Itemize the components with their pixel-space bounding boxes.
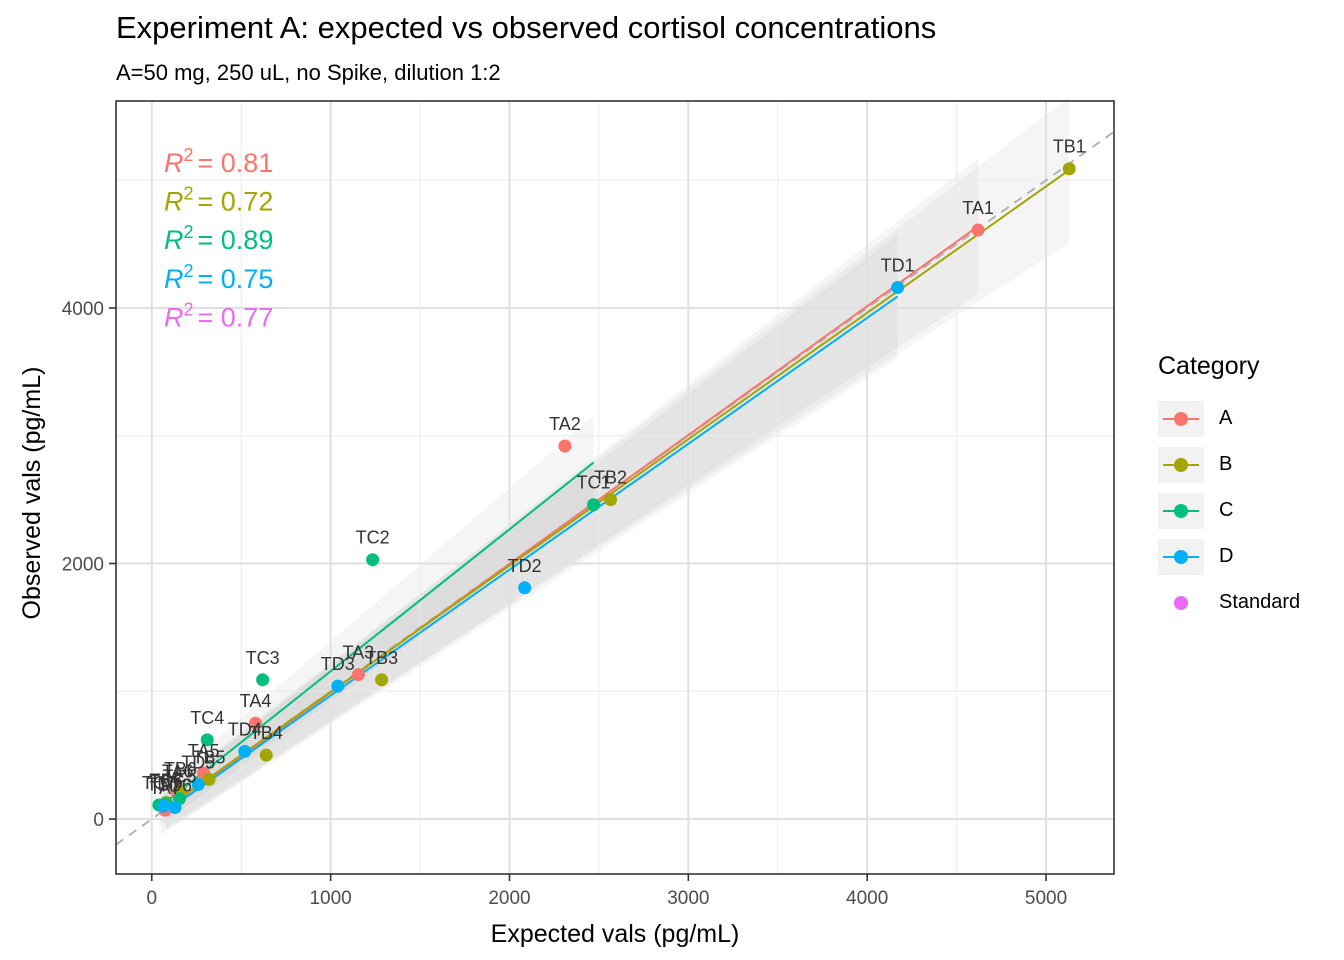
point-label-TC7: TC7 bbox=[142, 773, 176, 793]
point-label-TB3: TB3 bbox=[365, 648, 398, 668]
point-TD1 bbox=[891, 281, 905, 295]
x-tick-label: 5000 bbox=[1025, 888, 1067, 909]
panel-border bbox=[115, 100, 1115, 875]
y-tick-label: 2000 bbox=[62, 555, 104, 576]
point-label-TB4: TB4 bbox=[250, 723, 283, 743]
fit-line-C bbox=[158, 461, 595, 809]
point-TB2 bbox=[604, 493, 618, 507]
point-TA4 bbox=[249, 716, 263, 730]
legend-item-D: D bbox=[1158, 539, 1338, 575]
legend-label: D bbox=[1219, 545, 1234, 567]
point-TC1 bbox=[587, 498, 601, 512]
point-label-TA1: TA1 bbox=[962, 198, 994, 218]
point-TD3 bbox=[331, 679, 345, 693]
point-label-TD5: TD5 bbox=[181, 753, 215, 773]
point-TA3 bbox=[351, 668, 365, 682]
point-label-TA7: TA7 bbox=[149, 778, 181, 798]
legend-key-Standard bbox=[1158, 585, 1204, 621]
legend-key-B bbox=[1158, 447, 1204, 483]
r2-label-D: R2 = 0.75 bbox=[164, 261, 273, 294]
legend-label: Standard bbox=[1219, 591, 1301, 613]
point-label-TC1: TC1 bbox=[577, 473, 611, 493]
legend-item-A: A bbox=[1158, 401, 1338, 437]
point-label-TB5: TB5 bbox=[192, 747, 225, 767]
legend-key-C bbox=[1158, 493, 1204, 529]
x-tick-label: 0 bbox=[146, 888, 157, 909]
point-TA2 bbox=[558, 439, 572, 453]
point-TC3 bbox=[256, 673, 270, 687]
legend-item-Standard: Standard bbox=[1158, 585, 1338, 621]
x-tick-label: 1000 bbox=[309, 888, 351, 909]
fit-line-D bbox=[160, 295, 899, 817]
point-TD6 bbox=[168, 801, 182, 815]
legend-dot bbox=[1174, 458, 1188, 472]
point-label-TD2: TD2 bbox=[508, 556, 542, 576]
y-axis-label: Observed vals (pg/mL) bbox=[18, 367, 46, 620]
point-label-TD6: TD6 bbox=[158, 776, 192, 796]
point-TB1 bbox=[1062, 162, 1076, 176]
r2-label-A: R2 = 0.81 bbox=[164, 145, 273, 178]
point-label-TC3: TC3 bbox=[246, 648, 280, 668]
chart-subtitle: A=50 mg, 250 uL, no Spike, dilution 1:2 bbox=[116, 60, 501, 85]
x-axis-label: Expected vals (pg/mL) bbox=[491, 920, 740, 948]
point-label-TD1: TD1 bbox=[881, 256, 915, 276]
point-TD2 bbox=[518, 581, 532, 595]
point-label-TD7: TD7 bbox=[146, 774, 180, 794]
y-tick-label: 0 bbox=[93, 810, 104, 831]
point-label-TC5: TC5 bbox=[162, 767, 196, 787]
point-label-TB2: TB2 bbox=[594, 468, 627, 488]
point-TB5 bbox=[202, 772, 216, 786]
x-tick-label: 4000 bbox=[846, 888, 888, 909]
r2-label-C: R2 = 0.89 bbox=[164, 222, 273, 255]
chart-title: Experiment A: expected vs observed corti… bbox=[116, 10, 937, 45]
ribbon-B bbox=[163, 97, 1070, 830]
legend-label: C bbox=[1219, 499, 1234, 521]
x-tick-label: 2000 bbox=[488, 888, 530, 909]
point-label-TD4: TD4 bbox=[228, 719, 262, 739]
ribbon-A bbox=[166, 158, 979, 831]
legend-item-C: C bbox=[1158, 493, 1338, 529]
point-TC2 bbox=[366, 553, 380, 567]
point-label-TA3: TA3 bbox=[343, 643, 375, 663]
point-label-TB1: TB1 bbox=[1053, 137, 1086, 157]
point-TD5 bbox=[191, 778, 205, 792]
legend-label: A bbox=[1219, 407, 1233, 429]
legend-dot bbox=[1174, 596, 1188, 610]
legend-item-B: B bbox=[1158, 447, 1338, 483]
legend-dot bbox=[1174, 550, 1188, 564]
legend-dot bbox=[1174, 504, 1188, 518]
point-label-TA6: TA6 bbox=[162, 762, 194, 782]
point-TC4 bbox=[200, 733, 214, 747]
ribbon-C bbox=[158, 416, 594, 827]
point-label-TB7: TB7 bbox=[150, 770, 183, 790]
legend-key-A bbox=[1158, 401, 1204, 437]
legend-key-D bbox=[1158, 539, 1204, 575]
fit-line-A bbox=[165, 225, 979, 813]
r2-label-B: R2 = 0.72 bbox=[164, 184, 273, 217]
point-TD4 bbox=[238, 744, 252, 758]
legend-label: B bbox=[1219, 453, 1233, 475]
point-TD7 bbox=[156, 799, 170, 813]
x-tick-label: 3000 bbox=[667, 888, 709, 909]
point-label-TA5: TA5 bbox=[188, 741, 220, 761]
fit-line-B bbox=[162, 169, 1070, 811]
point-TA1 bbox=[971, 223, 985, 237]
point-label-TA4: TA4 bbox=[240, 691, 272, 711]
legend-title: Category bbox=[1158, 352, 1260, 380]
point-label-TC6: TC6 bbox=[149, 772, 183, 792]
point-label-TA2: TA2 bbox=[549, 414, 581, 434]
point-label-TD3: TD3 bbox=[321, 654, 355, 674]
point-label-TC4: TC4 bbox=[190, 708, 224, 728]
y-tick-label: 4000 bbox=[62, 299, 104, 320]
point-label-TC2: TC2 bbox=[356, 528, 390, 548]
point-TB4 bbox=[259, 748, 273, 762]
point-label-TB6: TB6 bbox=[164, 759, 197, 779]
r2-label-Standard: R2 = 0.77 bbox=[164, 299, 273, 332]
point-TB3 bbox=[375, 673, 389, 687]
legend-dot bbox=[1174, 412, 1188, 426]
